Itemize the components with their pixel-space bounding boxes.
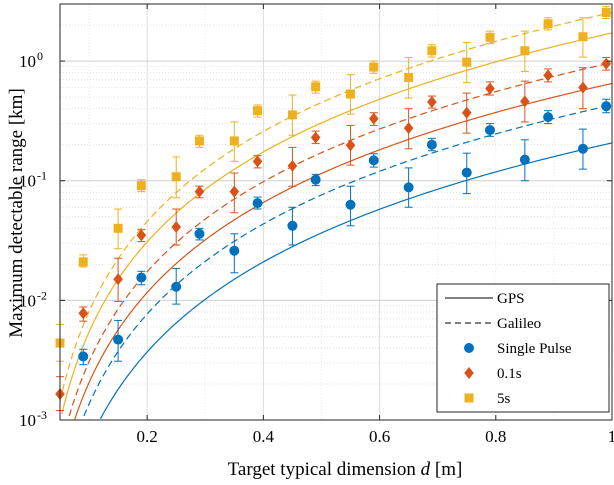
legend-label: 0.1s [497, 366, 522, 382]
square-marker [578, 32, 588, 42]
y-tick-exponent: -1 [37, 169, 47, 183]
square-marker [253, 106, 263, 116]
diamond-marker [171, 221, 182, 234]
x-tick-label: 0.6 [369, 427, 390, 446]
diamond-marker [345, 139, 356, 152]
circle-marker [136, 272, 147, 283]
square-marker [311, 82, 321, 92]
galileo-curve [68, 62, 613, 417]
diamond-marker [520, 95, 530, 108]
diamond-marker [252, 155, 263, 168]
x-tick-label: 0.8 [485, 427, 506, 446]
y-axis-label: Maximum detectable range [km] [6, 88, 27, 338]
square-marker [369, 62, 379, 72]
square-marker [543, 19, 553, 29]
legend-diamond-marker [464, 367, 474, 379]
legend-item: 5s [464, 391, 511, 407]
y-tick-label: 10 [19, 172, 36, 191]
circle-marker [310, 174, 321, 185]
y-tick-exponent: 0 [37, 49, 43, 63]
diamond-marker [461, 106, 472, 119]
circle-marker [171, 281, 182, 292]
circle-marker [252, 198, 263, 209]
circle-marker [113, 334, 124, 345]
square-marker [520, 46, 530, 56]
axes-frame [59, 3, 613, 421]
circle-marker [484, 125, 495, 136]
legend-label: GPS [497, 291, 525, 307]
square-marker [485, 32, 495, 42]
diamond-marker [287, 159, 298, 172]
diamond-marker [368, 112, 379, 125]
galileo-curve [59, 11, 613, 402]
legend-item: Single Pulse [464, 341, 572, 357]
x-tick-label: 0.4 [253, 427, 275, 446]
diamond-marker [403, 122, 414, 135]
y-tick-exponent: -3 [37, 408, 47, 422]
circle-marker [403, 182, 414, 193]
square-marker [346, 89, 356, 99]
square-marker [229, 136, 239, 146]
legend-item: Galileo [445, 316, 541, 332]
y-tick-exponent: -2 [37, 288, 47, 302]
legend-label: Single Pulse [497, 341, 572, 357]
gps-curve [74, 82, 613, 420]
diamond-marker [485, 82, 495, 95]
x-tick-label: 1 [608, 427, 614, 446]
square-marker [194, 136, 204, 146]
circle-marker [426, 139, 437, 150]
diamond-marker [113, 273, 123, 286]
legend-item: 0.1s [464, 366, 522, 382]
circle-marker [194, 228, 205, 239]
gps-curve [61, 32, 613, 415]
diamond-marker [543, 69, 553, 82]
circle-marker [519, 154, 530, 165]
square-marker [136, 181, 146, 191]
circle-marker [461, 167, 472, 178]
diamond-marker [136, 229, 147, 242]
x-axis-label: Target typical dimension d [m] [228, 459, 463, 480]
square-marker [462, 57, 472, 67]
diamond-marker [194, 185, 205, 198]
diamond-marker [310, 131, 321, 144]
square-marker [404, 72, 414, 82]
circle-marker [577, 143, 588, 154]
legend: GPS Galileo Single Pulse 0.1s 5s [436, 283, 610, 413]
grid [60, 3, 613, 421]
diamond-marker [427, 95, 437, 108]
circle-marker [287, 220, 298, 231]
diamond-marker [229, 185, 240, 198]
square-marker [78, 257, 88, 267]
y-tick-label: 10 [19, 52, 36, 71]
circle-marker [78, 351, 89, 362]
circle-marker [601, 101, 612, 112]
y-tick-label: 10 [19, 291, 36, 310]
legend-item: GPS [445, 291, 525, 307]
legend-label: 5s [497, 391, 511, 407]
circle-marker [368, 155, 379, 166]
square-marker [171, 172, 181, 182]
square-marker [601, 7, 611, 17]
diamond-marker [578, 81, 588, 94]
circle-marker [345, 199, 356, 210]
square-marker [427, 46, 437, 56]
legend-square-marker [464, 393, 474, 403]
circle-marker [229, 245, 240, 256]
square-marker [287, 110, 297, 120]
x-tick-label: 0.2 [137, 427, 158, 446]
data-markers [55, 6, 612, 412]
square-marker [113, 223, 123, 233]
diamond-marker [78, 307, 89, 320]
legend-circle-marker [464, 343, 474, 353]
y-tick-label: 10 [19, 411, 36, 430]
legend-label: Galileo [497, 316, 541, 332]
circle-marker [543, 112, 554, 123]
